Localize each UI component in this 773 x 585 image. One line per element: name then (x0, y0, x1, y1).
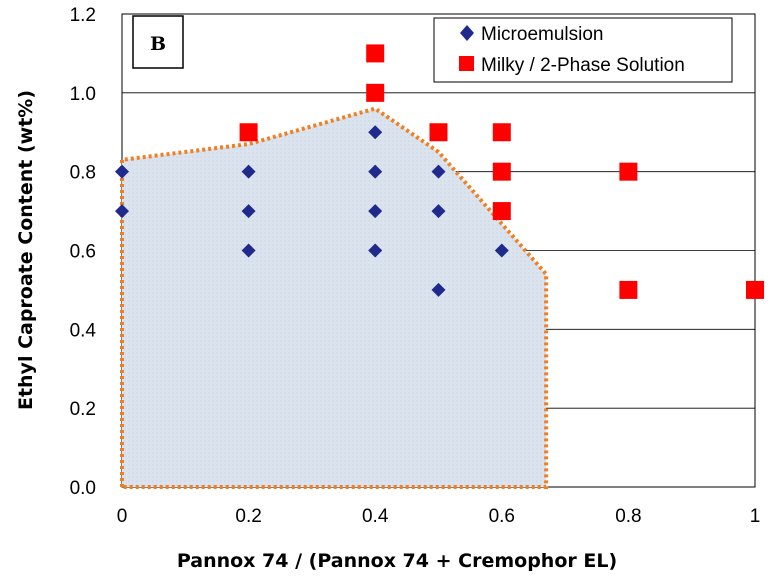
legend-microemulsion-marker (460, 25, 474, 41)
x-tick-label-3: 0.6 (489, 506, 515, 527)
panel-label: B (132, 15, 184, 69)
microemulsion-point-8 (368, 243, 383, 258)
panel-label-text: B (150, 33, 166, 55)
data-marks (115, 44, 764, 299)
milky-point-9 (746, 280, 764, 299)
microemulsion-point-10 (431, 204, 446, 219)
y-tick-label-1: 0.2 (70, 399, 96, 420)
legend-milky-label: Milky / 2-Phase Solution (481, 55, 685, 76)
milky-point-6 (492, 202, 511, 221)
microemulsion-point-0 (115, 164, 129, 179)
microemulsion-region (120, 106, 549, 489)
x-tick-label-4: 0.8 (615, 506, 641, 527)
microemulsion-point-12 (494, 243, 509, 258)
milky-point-7 (619, 162, 638, 181)
microemulsion-point-2 (241, 164, 256, 179)
milky-point-8 (619, 280, 638, 299)
y-tick-label-6: 1.2 (70, 5, 96, 26)
microemulsion-point-3 (241, 204, 256, 219)
y-tick-label-2: 0.4 (70, 320, 97, 341)
milky-point-0 (239, 123, 258, 142)
x-tick-label-1: 0.2 (235, 506, 261, 527)
microemulsion-point-6 (368, 164, 383, 179)
microemulsion-point-1 (115, 204, 129, 219)
milky-point-2 (366, 83, 385, 102)
y-tick-label-4: 0.8 (70, 163, 96, 184)
legend-microemulsion-label: Microemulsion (481, 24, 603, 45)
milky-point-3 (429, 123, 448, 142)
microemulsion-point-7 (368, 204, 383, 219)
milky-point-4 (492, 123, 511, 142)
x-tick-label-0: 0 (117, 506, 128, 527)
x-axis-title: Pannox 74 / (Pannox 74 + Cremophor EL) (177, 550, 617, 572)
microemulsion-point-4 (241, 243, 256, 258)
legend: Microemulsion Milky / 2-Phase Solution (433, 17, 733, 83)
y-tick-label-3: 0.6 (70, 242, 96, 263)
y-tick-label-5: 1.0 (70, 84, 96, 105)
milky-point-1 (366, 44, 385, 63)
milky-point-5 (492, 162, 511, 181)
legend-milky-marker (459, 56, 474, 71)
tick-labels: 0.0 0.2 0.4 0.6 0.8 1.0 1.2 0 0.2 0.4 0.6 0.8 1 (70, 5, 761, 527)
microemulsion-point-11 (431, 282, 446, 297)
microemulsion-point-5 (368, 125, 383, 140)
x-tick-label-2: 0.4 (362, 506, 389, 527)
x-tick-label-5: 1 (750, 506, 761, 527)
microemulsion-point-9 (431, 164, 446, 179)
y-tick-label-0: 0.0 (70, 478, 96, 499)
y-axis-title: Ethyl Caproate Content (wt%) (15, 90, 37, 410)
